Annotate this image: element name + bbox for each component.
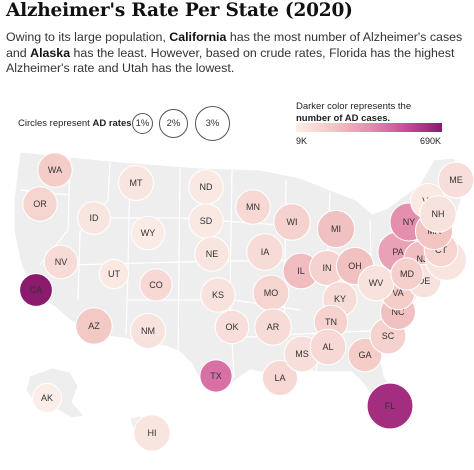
state-label-wy: WY bbox=[141, 228, 156, 238]
state-label-wi: WI bbox=[287, 217, 298, 227]
state-label-oh: OH bbox=[348, 261, 362, 271]
state-circle-wa bbox=[37, 152, 73, 188]
state-label-mn: MN bbox=[246, 202, 260, 212]
state-label-md: MD bbox=[400, 269, 414, 279]
state-circle-nh bbox=[419, 195, 457, 233]
state-circle-fl bbox=[366, 382, 414, 430]
state-circle-wi bbox=[273, 203, 311, 241]
state-label-pa: PA bbox=[392, 247, 403, 257]
state-circle-mt bbox=[118, 165, 154, 201]
state-circle-az bbox=[75, 307, 113, 345]
state-label-de: DE bbox=[418, 276, 431, 286]
state-circle-id bbox=[77, 201, 111, 235]
color-legend-line1: Darker color represents the bbox=[296, 101, 412, 112]
state-label-sc: SC bbox=[382, 331, 395, 341]
state-label-va: VA bbox=[392, 288, 403, 298]
state-label-nh: NH bbox=[432, 209, 445, 219]
size-legend-bold: AD rates bbox=[92, 118, 132, 129]
state-circle-ia bbox=[246, 233, 284, 271]
state-circle-ca bbox=[19, 273, 53, 307]
color-legend-line2: number of AD cases. bbox=[296, 113, 391, 124]
color-legend-title: Darker color represents the number of AD… bbox=[296, 101, 411, 125]
state-circle-la bbox=[262, 360, 298, 396]
state-label-ny: NY bbox=[403, 217, 416, 227]
state-label-wv: WV bbox=[369, 278, 384, 288]
state-label-ks: KS bbox=[212, 290, 224, 300]
state-label-ne: NE bbox=[206, 249, 219, 259]
color-legend-max: 690K bbox=[420, 136, 442, 146]
state-label-co: CO bbox=[149, 280, 163, 290]
state-label-ga: GA bbox=[358, 350, 371, 360]
state-label-ar: AR bbox=[267, 322, 280, 332]
color-legend-bar bbox=[296, 123, 442, 132]
state-label-fl: FL bbox=[385, 401, 396, 411]
state-circle-nm bbox=[130, 313, 166, 349]
state-circle-ut bbox=[98, 258, 130, 290]
state-label-ok: OK bbox=[225, 322, 238, 332]
subtitle-highlight-california: California bbox=[169, 30, 227, 44]
size-legend-prefix: Circles represent bbox=[18, 118, 93, 129]
state-label-mt: MT bbox=[130, 178, 143, 188]
state-label-ut: UT bbox=[108, 269, 120, 279]
state-label-nj: NJ bbox=[417, 254, 428, 264]
state-circle-tx bbox=[199, 359, 233, 393]
state-label-ct: CT bbox=[435, 245, 447, 255]
state-label-in: IN bbox=[323, 263, 332, 273]
state-label-me: ME bbox=[449, 175, 463, 185]
state-circle-mi bbox=[316, 209, 356, 249]
state-circle-md bbox=[390, 257, 424, 291]
state-label-nm: NM bbox=[141, 326, 155, 336]
state-label-ky: KY bbox=[334, 294, 346, 304]
state-label-id: ID bbox=[90, 213, 100, 223]
state-label-nd: ND bbox=[200, 182, 213, 192]
state-circle-co bbox=[139, 268, 173, 302]
state-label-nv: NV bbox=[55, 257, 68, 267]
chart-title: Alzheimer's Rate Per State (2020) bbox=[6, 0, 353, 21]
state-label-or: OR bbox=[33, 199, 47, 209]
state-circle-al bbox=[309, 328, 347, 366]
state-circles: WA OR CA NV ID MT WY UT AZ CO NM ND SD NE KS OK TX MN IA MO… bbox=[19, 152, 474, 452]
state-label-mi: MI bbox=[331, 224, 341, 234]
subtitle-text-1: Owing to its large population, bbox=[6, 30, 170, 44]
state-label-tn: TN bbox=[325, 317, 337, 327]
state-label-nc: NC bbox=[392, 307, 405, 317]
state-label-ak: AK bbox=[41, 393, 53, 403]
state-label-az: AZ bbox=[88, 321, 100, 331]
state-circle-ks bbox=[200, 277, 236, 313]
state-circle-wy bbox=[130, 215, 166, 251]
state-circle-ok bbox=[214, 309, 250, 345]
size-legend-circle-2: 2% bbox=[159, 109, 188, 138]
size-legend-circle-3: 3% bbox=[195, 106, 230, 141]
state-circle-hi bbox=[133, 414, 171, 452]
state-label-sd: SD bbox=[200, 216, 213, 226]
state-label-ca: CA bbox=[30, 285, 43, 295]
state-circle-mn bbox=[235, 189, 271, 225]
subtitle-highlight-alaska: Alaska bbox=[30, 45, 71, 60]
state-label-wa: WA bbox=[48, 165, 62, 175]
size-legend-label: Circles represent AD rates bbox=[18, 118, 132, 129]
state-circle-ar bbox=[254, 308, 292, 346]
state-circle-ak bbox=[31, 382, 63, 414]
state-circle-nv bbox=[43, 244, 79, 280]
state-label-ia: IA bbox=[261, 247, 270, 257]
state-label-mo: MO bbox=[264, 288, 279, 298]
state-label-tx: TX bbox=[210, 371, 222, 381]
size-legend-circle-1: 1% bbox=[132, 113, 153, 134]
state-label-la: LA bbox=[274, 373, 285, 383]
state-circle-or bbox=[22, 186, 58, 222]
state-label-hi: HI bbox=[148, 428, 157, 438]
subtitle-text-2: has the most number of Alzheimer's cases… bbox=[6, 30, 463, 60]
state-label-il: IL bbox=[297, 266, 305, 276]
color-legend-min: 9K bbox=[296, 136, 308, 146]
state-circle-ne bbox=[194, 236, 230, 272]
state-label-ms: MS bbox=[295, 349, 309, 359]
chart-subtitle: Owing to its large population, Californi… bbox=[6, 30, 468, 77]
subtitle-text-3: has the least. However, based on crude r… bbox=[6, 45, 455, 76]
state-label-al: AL bbox=[322, 342, 333, 352]
